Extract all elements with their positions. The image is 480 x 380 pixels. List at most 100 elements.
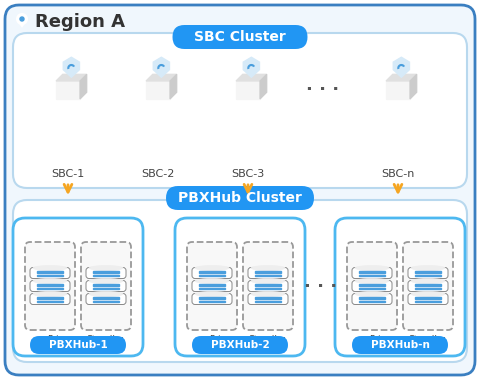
FancyBboxPatch shape [30, 268, 70, 279]
Text: Standby: Standby [248, 334, 286, 344]
FancyBboxPatch shape [248, 268, 288, 279]
FancyBboxPatch shape [248, 293, 288, 304]
Bar [93, 284, 119, 285]
Bar [199, 301, 225, 302]
FancyBboxPatch shape [86, 268, 126, 279]
Bar [93, 297, 119, 299]
Polygon shape [56, 81, 80, 99]
Polygon shape [17, 19, 27, 26]
Bar [255, 284, 281, 285]
Ellipse shape [355, 279, 389, 283]
Text: PBXHub-n: PBXHub-n [371, 340, 430, 350]
FancyBboxPatch shape [30, 336, 126, 354]
FancyBboxPatch shape [175, 218, 305, 356]
Circle shape [20, 17, 24, 21]
Text: PBXHub-1: PBXHub-1 [48, 340, 108, 350]
Ellipse shape [33, 291, 67, 296]
Polygon shape [80, 74, 87, 99]
Text: SBC Cluster: SBC Cluster [194, 30, 286, 44]
Text: · · ·: · · · [304, 278, 337, 296]
Bar [359, 284, 385, 285]
FancyBboxPatch shape [192, 293, 232, 304]
FancyBboxPatch shape [86, 280, 126, 291]
Bar [255, 271, 281, 272]
FancyBboxPatch shape [352, 293, 392, 304]
Ellipse shape [195, 279, 229, 283]
Bar [359, 271, 385, 272]
Bar [93, 301, 119, 302]
Text: SBC-3: SBC-3 [231, 169, 264, 179]
FancyBboxPatch shape [192, 280, 232, 291]
FancyBboxPatch shape [86, 293, 126, 304]
Bar [199, 271, 225, 272]
FancyBboxPatch shape [192, 336, 288, 354]
Ellipse shape [195, 291, 229, 296]
Polygon shape [247, 64, 255, 69]
Text: Region A: Region A [35, 13, 125, 31]
Polygon shape [67, 64, 75, 69]
Bar [37, 288, 63, 289]
Bar [415, 288, 441, 289]
FancyBboxPatch shape [13, 33, 467, 188]
Bar [359, 274, 385, 276]
FancyBboxPatch shape [25, 242, 75, 330]
FancyBboxPatch shape [408, 268, 448, 279]
Bar [255, 297, 281, 299]
FancyBboxPatch shape [347, 242, 397, 330]
FancyBboxPatch shape [352, 268, 392, 279]
FancyBboxPatch shape [408, 280, 448, 291]
FancyBboxPatch shape [352, 336, 448, 354]
Bar [37, 284, 63, 285]
Bar [93, 274, 119, 276]
Bar [415, 284, 441, 285]
Bar [359, 297, 385, 299]
Bar [199, 274, 225, 276]
Bar [415, 301, 441, 302]
Text: SBC-n: SBC-n [381, 169, 415, 179]
Bar [37, 301, 63, 302]
FancyBboxPatch shape [81, 242, 131, 330]
FancyBboxPatch shape [403, 242, 453, 330]
FancyBboxPatch shape [172, 25, 308, 49]
Ellipse shape [251, 266, 285, 271]
Bar [359, 288, 385, 289]
Text: Standby: Standby [408, 334, 446, 344]
Text: SBC-2: SBC-2 [141, 169, 175, 179]
Polygon shape [157, 64, 165, 69]
Polygon shape [386, 74, 417, 81]
Bar [37, 297, 63, 299]
Polygon shape [260, 74, 267, 99]
FancyBboxPatch shape [192, 268, 232, 279]
Text: · · ·: · · · [306, 81, 339, 99]
Bar [37, 271, 63, 272]
Ellipse shape [89, 266, 123, 271]
Bar [93, 288, 119, 289]
Text: Primary: Primary [48, 334, 83, 344]
Polygon shape [146, 74, 177, 81]
Ellipse shape [411, 279, 445, 283]
Polygon shape [393, 57, 409, 77]
Bar [255, 301, 281, 302]
Bar [93, 271, 119, 272]
Circle shape [17, 14, 27, 24]
Bar [415, 297, 441, 299]
Text: PBXHub Cluster: PBXHub Cluster [178, 191, 302, 205]
Bar [199, 284, 225, 285]
FancyBboxPatch shape [166, 186, 314, 210]
Polygon shape [236, 81, 260, 99]
Ellipse shape [33, 266, 67, 271]
Polygon shape [410, 74, 417, 99]
Polygon shape [397, 64, 405, 69]
Polygon shape [63, 57, 80, 77]
FancyBboxPatch shape [352, 280, 392, 291]
Ellipse shape [355, 266, 389, 271]
FancyBboxPatch shape [30, 293, 70, 304]
Bar [199, 297, 225, 299]
Ellipse shape [411, 291, 445, 296]
FancyBboxPatch shape [248, 280, 288, 291]
Ellipse shape [355, 291, 389, 296]
FancyBboxPatch shape [335, 218, 465, 356]
Text: Standby: Standby [86, 334, 124, 344]
Ellipse shape [251, 279, 285, 283]
FancyBboxPatch shape [5, 5, 475, 375]
